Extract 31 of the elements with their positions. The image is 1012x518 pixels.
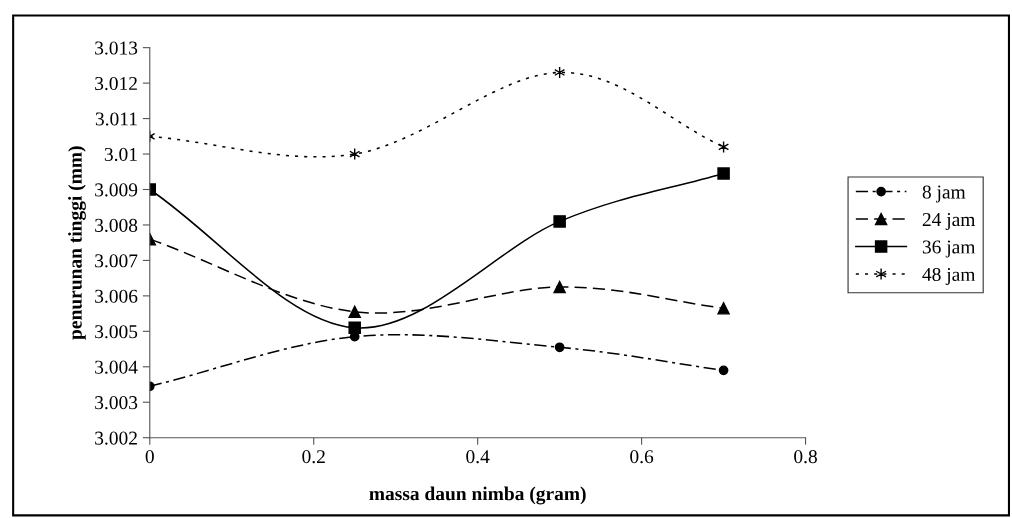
y-tick-label: 3.005 xyxy=(95,325,138,339)
x-tick-label: 0.4 xyxy=(466,450,490,464)
point xyxy=(553,280,566,294)
y-tick-label: 3.01 xyxy=(104,147,137,162)
point xyxy=(717,167,730,180)
y-tick-label: 3.003 xyxy=(95,396,138,410)
point xyxy=(718,365,729,376)
x-tick-label: 0.2 xyxy=(302,450,325,464)
legend-label: 24 jam xyxy=(922,213,976,231)
y-tick-label: 3.009 xyxy=(95,183,138,197)
y-tick-label: 3.012 xyxy=(95,76,137,91)
point xyxy=(348,305,361,319)
point xyxy=(348,321,361,335)
y-tick-label: 3.013 xyxy=(95,41,138,55)
x-tick-label: 0.8 xyxy=(794,450,817,464)
point xyxy=(554,342,565,353)
point xyxy=(553,215,566,228)
y-axis-title: penurunan tinggi (mm) xyxy=(68,146,86,340)
x-axis-title: massa daun nimba (gram) xyxy=(369,486,586,505)
y-tick-label: 3.011 xyxy=(95,112,137,126)
x-tick-label: 0.6 xyxy=(630,450,654,464)
legend-label: 48 jam xyxy=(922,267,976,285)
y-tick-label: 3.002 xyxy=(95,431,137,445)
y-tick-label: 3.004 xyxy=(95,360,138,374)
point xyxy=(717,302,730,315)
y-tick-label: 3.007 xyxy=(95,254,138,268)
y-tick-label: 3.006 xyxy=(95,289,138,303)
y-tick-label: 3.008 xyxy=(95,218,138,232)
legend-label: 36 jam xyxy=(922,240,976,258)
legend-label: 8 jam xyxy=(922,185,966,203)
x-tick-label: 0 xyxy=(145,450,154,464)
